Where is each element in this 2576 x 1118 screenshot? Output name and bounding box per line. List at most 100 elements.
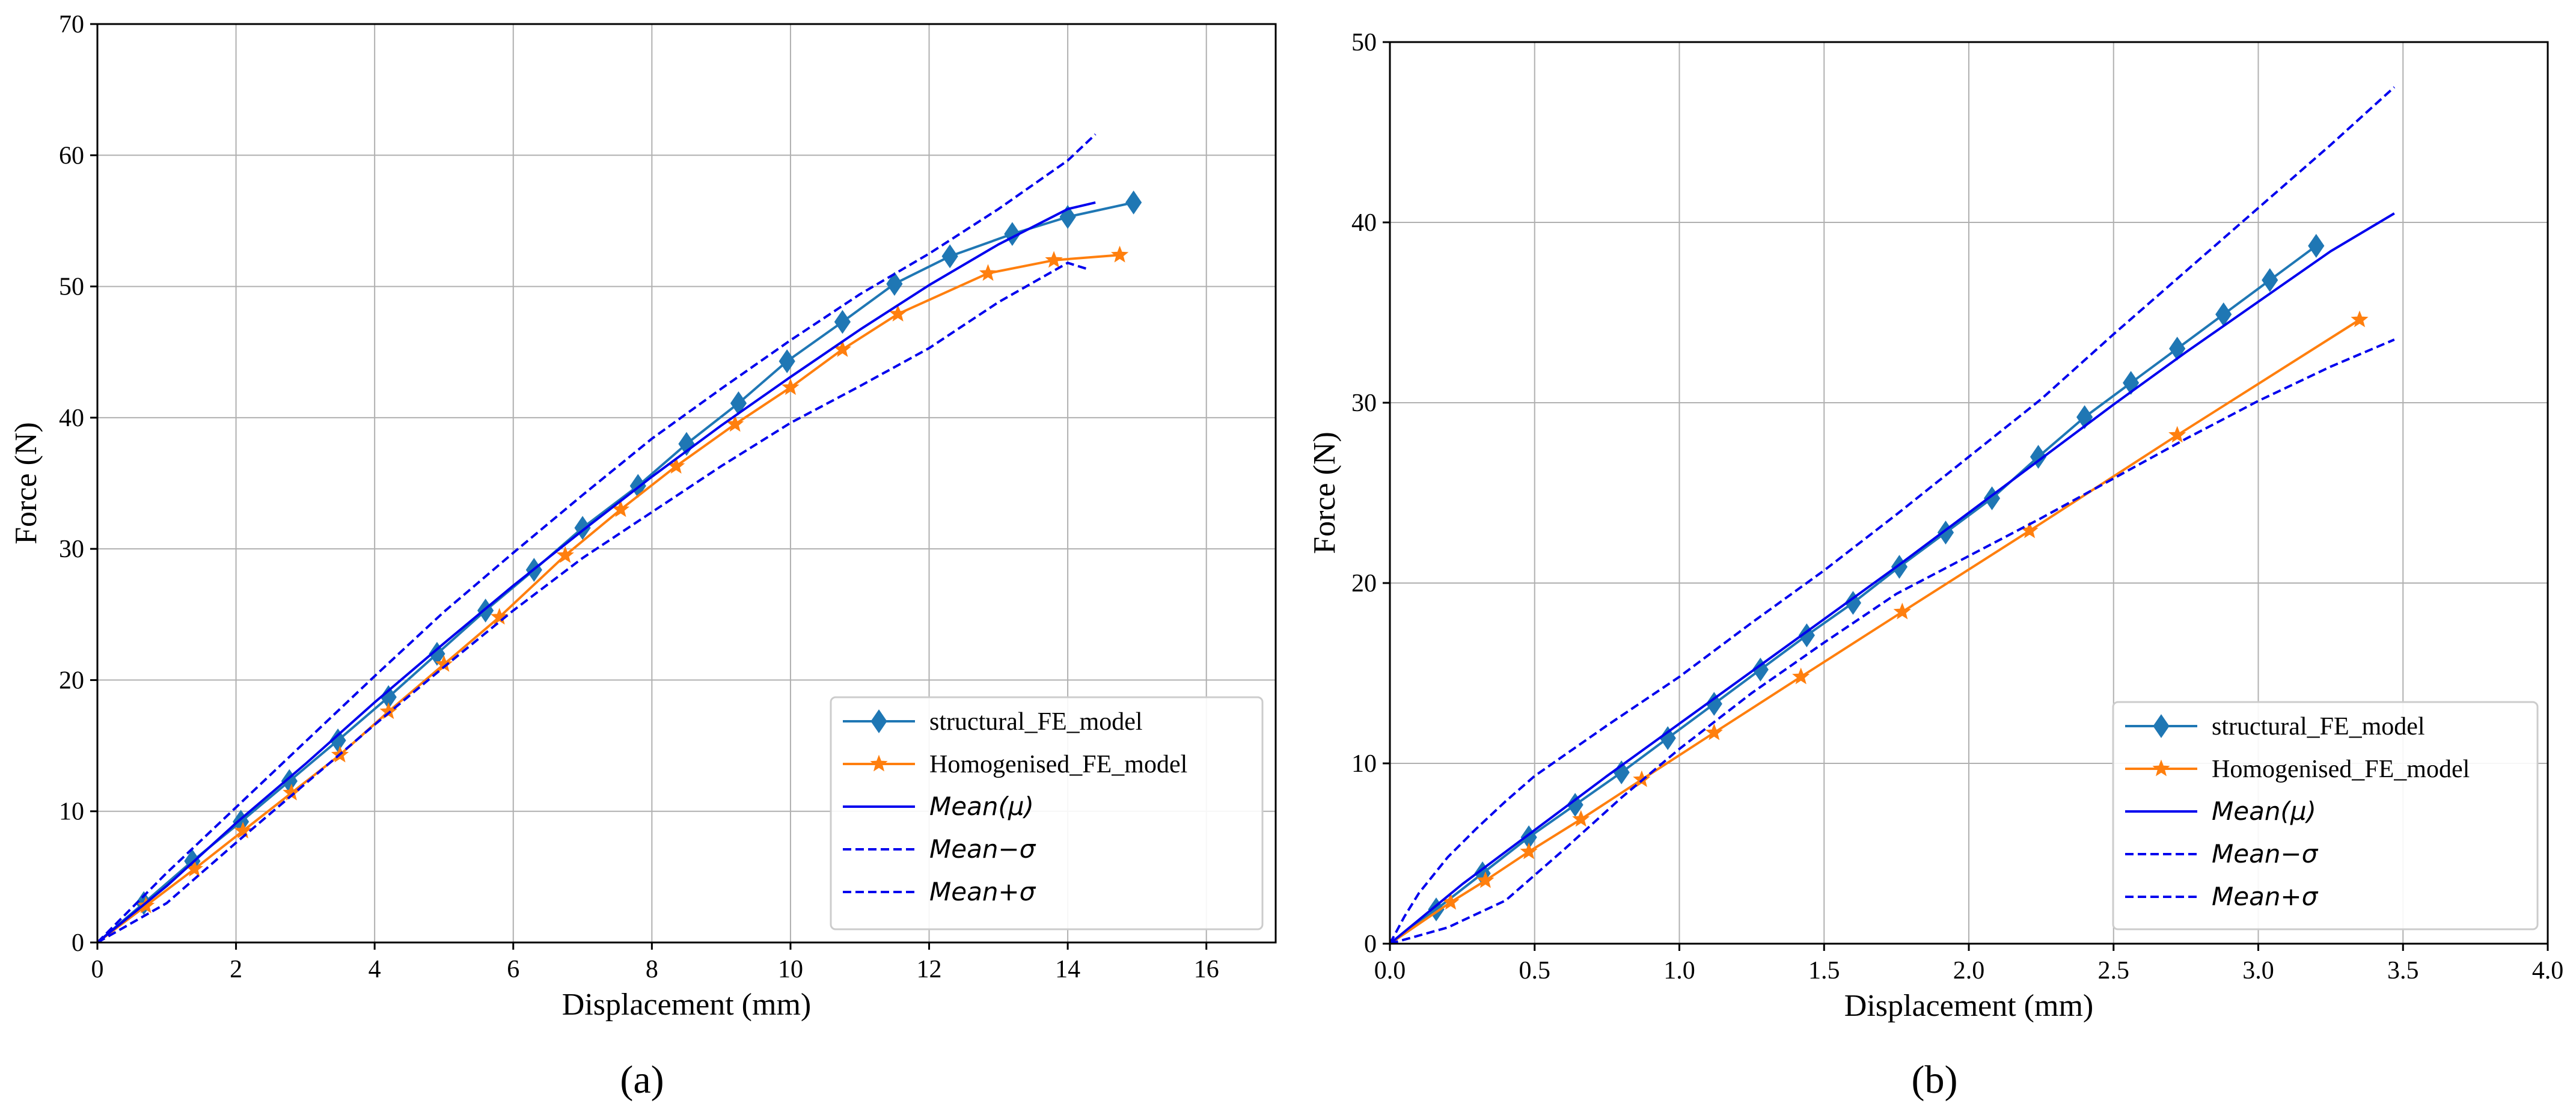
data-point-star bbox=[1110, 245, 1129, 263]
x-tick-label: 0.0 bbox=[1374, 957, 1406, 985]
x-tick-label: 4.0 bbox=[2532, 957, 2564, 985]
data-point-star bbox=[234, 822, 252, 838]
data-point-star bbox=[2351, 310, 2369, 328]
legend-label: Homogenised_FE_model bbox=[2212, 756, 2470, 783]
data-point-star bbox=[137, 896, 155, 914]
data-point-diamond bbox=[2169, 337, 2186, 361]
y-tick-label: 50 bbox=[59, 273, 84, 301]
y-tick-label: 0 bbox=[1364, 930, 1377, 958]
chart-panel-a: 0 2 4 6 8 10 12 14 16 0 10 20 30 40 50 60 70 Displacement… bbox=[9, 11, 1277, 1102]
panel-label: (b) bbox=[1912, 1058, 1958, 1102]
y-tick-label: 30 bbox=[59, 536, 84, 563]
data-point-star bbox=[1520, 842, 1538, 860]
x-tick-label: 3.0 bbox=[2242, 957, 2274, 985]
legend-marker-star bbox=[870, 754, 888, 772]
series-group bbox=[97, 133, 1142, 942]
y-axis-label: Force (N) bbox=[9, 422, 43, 545]
x-axis-label: Displacement (mm) bbox=[1844, 989, 2093, 1023]
data-point-star bbox=[1893, 602, 1911, 620]
x-tick-label: 8 bbox=[646, 956, 658, 983]
x-tick-label: 10 bbox=[778, 956, 803, 983]
legend-label: structural_FE_model bbox=[929, 708, 1143, 736]
data-point-star bbox=[979, 264, 997, 281]
chart-panel-b: 0.0 0.5 1.0 1.5 2.0 2.5 3.0 3.5 4.0 0 10 20 30 40 50 Di… bbox=[1308, 29, 2563, 1102]
series-line-mean- bbox=[1390, 338, 2395, 944]
legend-label: structural_FE_model bbox=[2212, 713, 2425, 741]
data-point-diamond bbox=[629, 474, 646, 498]
series-line-mean- bbox=[1390, 86, 2396, 944]
x-axis-label: Displacement (mm) bbox=[562, 988, 811, 1022]
data-point-diamond bbox=[779, 349, 795, 373]
x-tick-label: 2 bbox=[230, 956, 242, 983]
y-tick-label: 10 bbox=[1351, 750, 1377, 778]
x-tick-label: 2.5 bbox=[2098, 957, 2130, 985]
legend: structural_FE_model Homogenised_FE_model M… bbox=[830, 696, 1264, 930]
y-tick-label: 60 bbox=[59, 142, 84, 170]
data-point-star bbox=[491, 608, 509, 625]
data-point-diamond bbox=[730, 391, 747, 415]
legend-label: Mean(μ) bbox=[2212, 796, 2316, 826]
legend: structural_FE_model Homogenised_FE_model M… bbox=[2112, 701, 2539, 930]
x-tick-label: 12 bbox=[917, 956, 942, 983]
x-tick-label: 0.5 bbox=[1519, 957, 1551, 985]
y-axis-label: Force (N) bbox=[1308, 432, 1342, 554]
data-point-star bbox=[1792, 667, 1810, 685]
data-point-diamond bbox=[429, 641, 445, 666]
data-point-star bbox=[1476, 871, 1495, 888]
y-tick-label: 0 bbox=[72, 929, 84, 957]
series-group bbox=[1390, 86, 2396, 944]
data-point-diamond bbox=[1125, 190, 1142, 215]
legend-box bbox=[2112, 701, 2539, 930]
data-point-diamond bbox=[834, 310, 851, 334]
legend-label: Mean+σ bbox=[929, 877, 1036, 906]
x-tick-label: 0 bbox=[91, 956, 104, 983]
legend-label: Mean−σ bbox=[2212, 839, 2319, 869]
y-tick-label: 20 bbox=[59, 667, 84, 694]
plot-frame bbox=[96, 23, 1277, 944]
legend-label: Mean−σ bbox=[929, 834, 1036, 864]
x-tick-label: 1.0 bbox=[1663, 957, 1695, 985]
data-point-star bbox=[556, 546, 574, 563]
data-point-diamond bbox=[477, 598, 494, 623]
y-tick-label: 30 bbox=[1351, 389, 1377, 417]
x-tick-label: 14 bbox=[1055, 956, 1080, 983]
legend-label: Homogenised_FE_model bbox=[929, 751, 1187, 778]
series-line-homogenised-fe-model bbox=[1390, 319, 2361, 944]
legend-label: Mean(μ) bbox=[929, 792, 1034, 821]
data-point-diamond bbox=[941, 244, 958, 269]
y-tick-label: 10 bbox=[59, 798, 84, 826]
data-point-star bbox=[1633, 770, 1651, 787]
data-point-diamond bbox=[2262, 268, 2278, 292]
panel-label: (a) bbox=[620, 1058, 664, 1102]
x-tick-label: 1.5 bbox=[1808, 957, 1840, 985]
data-point-star bbox=[1705, 723, 1723, 741]
legend-marker-diamond bbox=[870, 709, 887, 733]
series-line-mean- bbox=[97, 261, 1089, 942]
data-point-diamond bbox=[1844, 591, 1862, 615]
data-point-diamond bbox=[1891, 555, 1908, 579]
x-tick-label: 2.0 bbox=[1953, 957, 1985, 985]
y-tick-label: 70 bbox=[59, 11, 84, 38]
legend-label: Mean+σ bbox=[2212, 882, 2319, 911]
series-line-mean- bbox=[1390, 212, 2395, 944]
data-point-star bbox=[1572, 810, 1590, 827]
data-point-star bbox=[2168, 426, 2186, 443]
legend-marker-diamond bbox=[2153, 714, 2170, 738]
data-point-diamond bbox=[886, 272, 903, 296]
y-tick-label: 40 bbox=[1351, 209, 1377, 237]
data-point-diamond bbox=[1659, 726, 1676, 750]
legend-box bbox=[830, 696, 1264, 930]
x-tick-label: 3.5 bbox=[2387, 957, 2419, 985]
data-point-diamond bbox=[2308, 234, 2325, 258]
data-point-star bbox=[1045, 251, 1063, 268]
y-tick-label: 40 bbox=[59, 405, 84, 432]
series-line-mean- bbox=[97, 133, 1097, 942]
data-point-star bbox=[889, 305, 907, 322]
y-tick-label: 50 bbox=[1351, 29, 1377, 57]
x-tick-label: 16 bbox=[1194, 956, 1219, 983]
data-point-diamond bbox=[1706, 692, 1722, 716]
legend-marker-star bbox=[2152, 759, 2170, 777]
x-tick-label: 4 bbox=[369, 956, 381, 983]
y-tick-label: 20 bbox=[1351, 570, 1377, 597]
